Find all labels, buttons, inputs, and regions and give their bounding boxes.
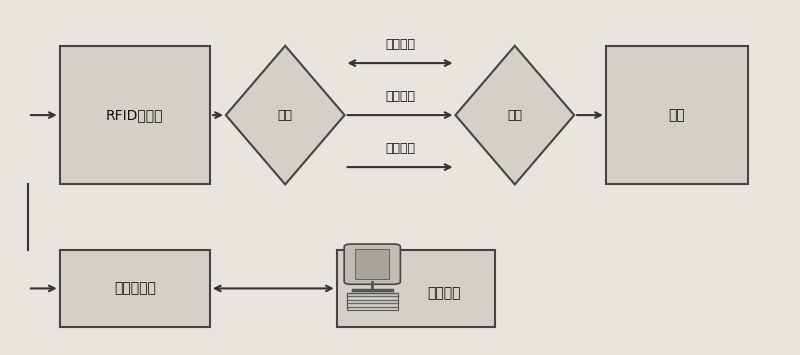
Text: 数据交换: 数据交换 [385,38,415,50]
Polygon shape [226,46,345,185]
Text: 能量交换: 能量交换 [385,142,415,154]
Text: 天线: 天线 [507,109,522,122]
FancyBboxPatch shape [355,249,390,279]
FancyBboxPatch shape [606,46,748,185]
FancyBboxPatch shape [344,244,400,284]
Text: 实时采集: 实时采集 [385,89,415,103]
FancyBboxPatch shape [59,250,210,327]
Text: 电脑终端: 电脑终端 [428,286,462,301]
Text: RFID读写器: RFID读写器 [106,108,163,122]
Text: 中央处理器: 中央处理器 [114,282,156,295]
Polygon shape [455,46,574,185]
FancyBboxPatch shape [59,46,210,185]
FancyBboxPatch shape [337,250,495,327]
Text: 标签: 标签 [669,108,686,122]
Text: 天线: 天线 [278,109,293,122]
